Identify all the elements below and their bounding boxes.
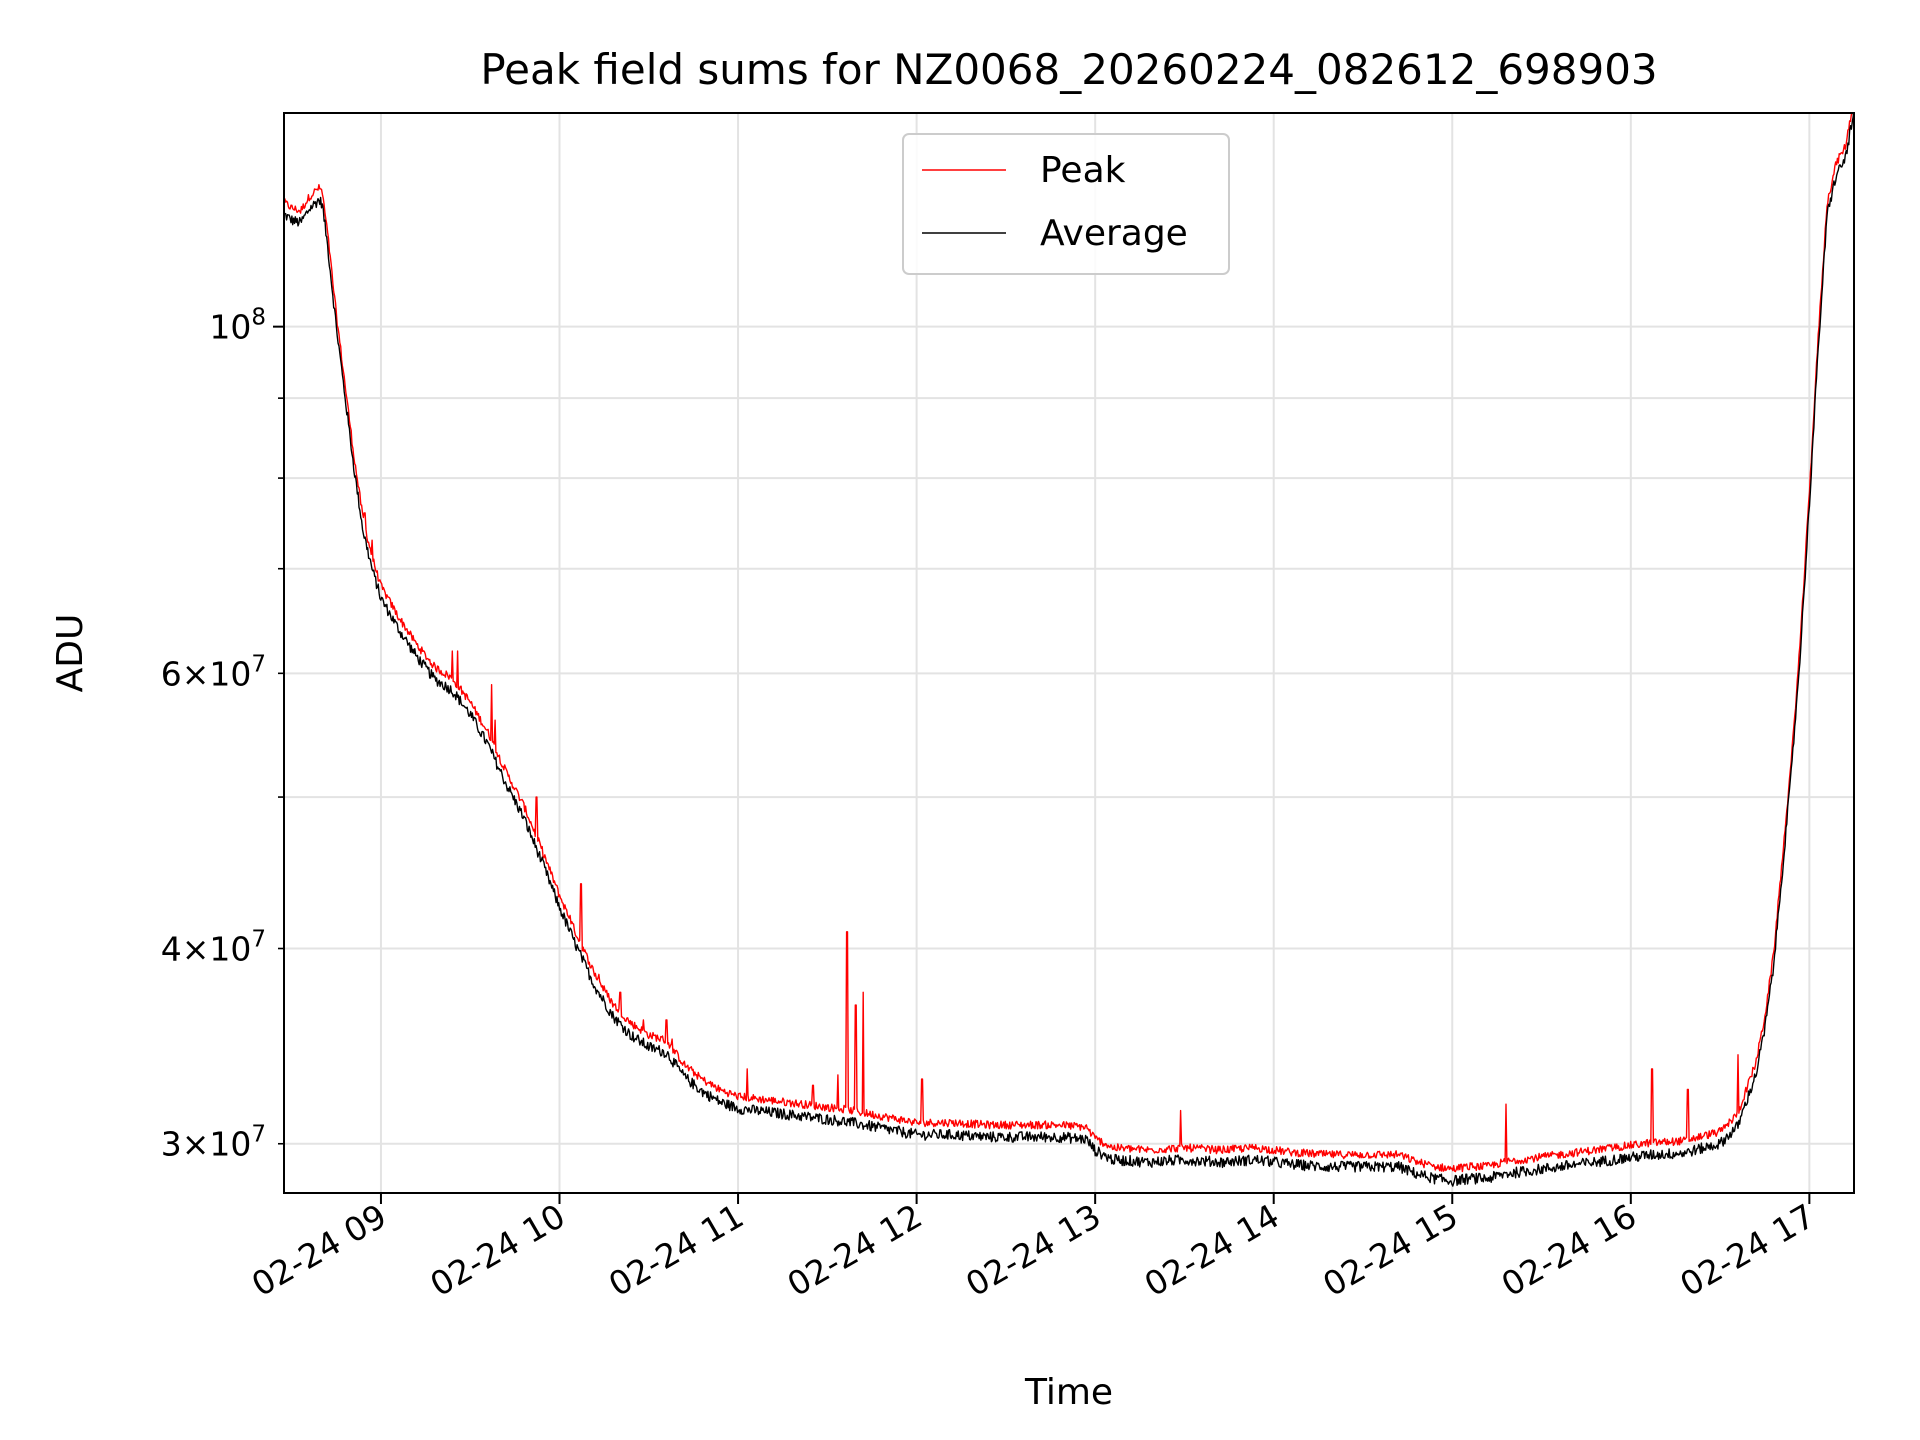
y-tick-label-exponent: 8 [251,305,266,331]
y-tick-label-base: 10 [209,308,251,347]
y-tick-label-exponent: 7 [251,651,266,677]
y-tick-label: 108 [209,305,266,347]
x-axis-label: Time [1024,1372,1113,1413]
y-tick-label-times: × [182,1125,210,1164]
y-tick-label-times: × [182,654,210,693]
legend-label-peak: Peak [1040,150,1126,191]
y-tick-label-base: 10 [209,654,251,693]
y-tick-label: 3×107 [161,1122,266,1164]
y-tick-label-base: 10 [209,930,251,969]
series-layer [284,113,1854,1187]
y-tick-label: 6×107 [161,651,266,693]
y-tick-label: 4×107 [161,927,266,969]
y-tick-label-mantissa: 6 [161,654,182,693]
legend-box [902,133,1230,275]
y-tick-label-mantissa: 4 [161,930,182,969]
legend-label-average: Average [1040,213,1188,254]
chart-title: Peak field sums for NZ0068_20260224_0826… [480,45,1657,94]
y-axis-label: ADU [50,614,91,693]
peak-series-line [284,113,1854,1173]
y-tick-label-base: 10 [209,1125,251,1164]
y-tick-label-exponent: 7 [251,1122,266,1148]
plot-frame [283,112,1855,1194]
average-series-line [284,113,1854,1187]
y-tick-label-mantissa: 3 [161,1125,182,1164]
y-tick-label-times: × [182,930,210,969]
y-tick-label-exponent: 7 [251,927,266,953]
grid-layer [284,113,1854,1193]
legend: Peak Average [902,133,1230,275]
